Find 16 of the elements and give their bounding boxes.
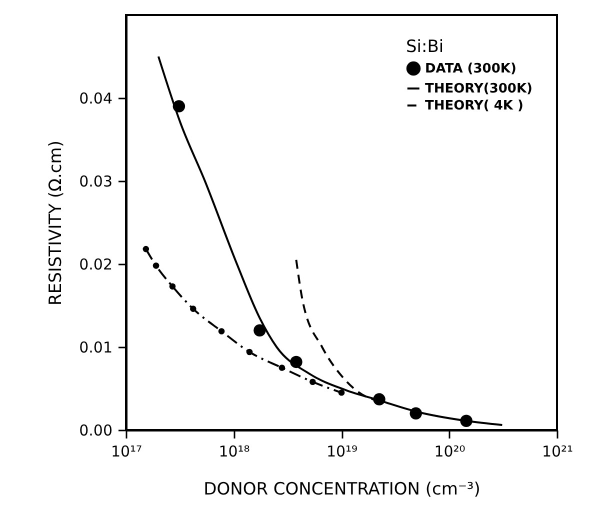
- y-tick-label: 0.02: [79, 256, 112, 274]
- x-tick-label: 10²⁰: [434, 442, 466, 460]
- x-tick-label: 10¹⁸: [218, 442, 250, 460]
- legend-label: THEORY( 4K ): [425, 98, 524, 114]
- x-axis-title: DONOR CONCENTRATION (cm⁻³): [204, 480, 480, 500]
- legend-label: THEORY(300K): [425, 82, 532, 96]
- x-tick-label: 10¹⁷: [110, 442, 142, 460]
- y-tick-label: 0.00: [79, 422, 112, 440]
- y-tick-label: 0.01: [79, 338, 112, 356]
- y-axis-title: RESISTIVITY (Ω.cm): [46, 140, 66, 306]
- x-tick-label: 10²¹: [542, 442, 574, 460]
- y-tick-label: 0.03: [79, 172, 112, 190]
- legend-title: Si:Bi: [406, 37, 444, 57]
- x-tick-label: 10¹⁹: [326, 442, 358, 460]
- legend-label: DATA (300K): [425, 62, 516, 76]
- y-tick-label: 0.04: [79, 90, 112, 108]
